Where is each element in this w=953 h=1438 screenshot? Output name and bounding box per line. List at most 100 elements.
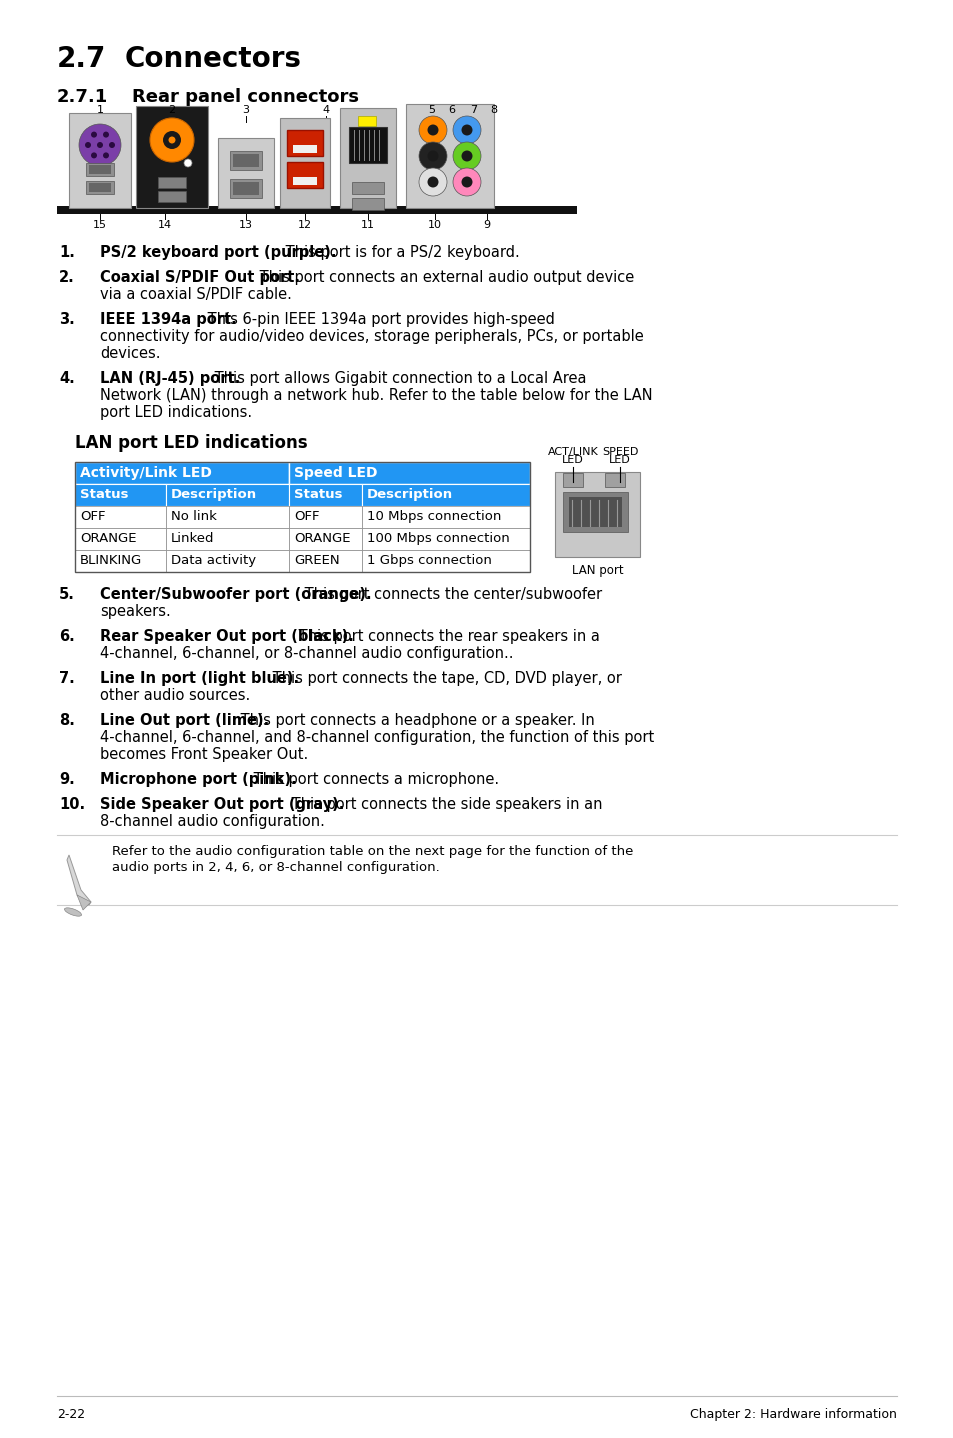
Text: becomes Front Speaker Out.: becomes Front Speaker Out.: [100, 746, 308, 762]
Text: LAN port: LAN port: [571, 564, 622, 577]
Text: 4: 4: [322, 105, 329, 115]
Bar: [289, 462, 530, 485]
Text: 6: 6: [448, 105, 455, 115]
Text: 15: 15: [92, 220, 107, 230]
Text: speakers.: speakers.: [100, 604, 171, 618]
Circle shape: [91, 152, 97, 158]
Text: Data activity: Data activity: [171, 554, 255, 567]
Bar: [361, 549, 530, 572]
Bar: [230, 151, 262, 170]
Bar: [230, 178, 262, 198]
Text: 1 Gbps connection: 1 Gbps connection: [366, 554, 491, 567]
Text: IEEE 1394a port.: IEEE 1394a port.: [100, 312, 236, 326]
Text: This port connects an external audio output device: This port connects an external audio out…: [254, 270, 634, 285]
Text: 2.7.1: 2.7.1: [57, 88, 108, 106]
Bar: [361, 485, 530, 506]
Bar: [289, 485, 361, 506]
Bar: [57, 206, 577, 214]
Text: audio ports in 2, 4, 6, or 8-channel configuration.: audio ports in 2, 4, 6, or 8-channel con…: [112, 861, 439, 874]
Text: This port connects the rear speakers in a: This port connects the rear speakers in …: [294, 628, 599, 644]
Polygon shape: [67, 856, 91, 905]
Text: GREEN: GREEN: [294, 554, 339, 567]
Text: 2-22: 2-22: [57, 1408, 85, 1421]
Text: Status: Status: [294, 487, 342, 500]
Text: 4-channel, 6-channel, or 8-channel audio configuration..: 4-channel, 6-channel, or 8-channel audio…: [100, 646, 513, 661]
Text: 3: 3: [242, 105, 250, 115]
Circle shape: [79, 124, 121, 165]
Text: devices.: devices.: [100, 347, 160, 361]
Text: 3.: 3.: [59, 312, 74, 326]
Text: OFF: OFF: [294, 510, 319, 523]
Text: This port connects a headphone or a speaker. In: This port connects a headphone or a spea…: [235, 713, 594, 728]
Text: 1: 1: [96, 105, 103, 115]
Circle shape: [418, 168, 447, 196]
Circle shape: [453, 116, 480, 144]
Circle shape: [97, 142, 103, 148]
Bar: [352, 183, 384, 194]
Bar: [75, 462, 530, 572]
Text: Activity/Link LED: Activity/Link LED: [80, 466, 212, 480]
Text: Rear Speaker Out port (black).: Rear Speaker Out port (black).: [100, 628, 354, 644]
Circle shape: [103, 152, 109, 158]
Text: 7: 7: [470, 105, 477, 115]
Polygon shape: [77, 894, 91, 910]
Bar: [287, 129, 323, 155]
Text: 2: 2: [169, 105, 175, 115]
Bar: [361, 528, 530, 549]
Text: ACT/LINK: ACT/LINK: [547, 447, 598, 457]
Bar: [75, 506, 166, 528]
Text: 100 Mbps connection: 100 Mbps connection: [366, 532, 509, 545]
Bar: [339, 108, 395, 209]
Text: 9: 9: [483, 220, 490, 230]
Text: Coaxial S/PDIF Out port.: Coaxial S/PDIF Out port.: [100, 270, 299, 285]
Bar: [75, 549, 166, 572]
Text: 8: 8: [490, 105, 497, 115]
Circle shape: [103, 132, 109, 138]
Text: 10: 10: [428, 220, 441, 230]
Bar: [166, 485, 289, 506]
Bar: [158, 177, 186, 188]
Ellipse shape: [65, 907, 81, 916]
Circle shape: [461, 125, 472, 135]
Bar: [89, 165, 111, 174]
Text: 12: 12: [297, 220, 312, 230]
Text: connectivity for audio/video devices, storage peripherals, PCs, or portable: connectivity for audio/video devices, st…: [100, 329, 643, 344]
Circle shape: [169, 137, 175, 144]
Circle shape: [427, 151, 438, 161]
Text: Status: Status: [80, 487, 129, 500]
Text: Line In port (light blue).: Line In port (light blue).: [100, 672, 299, 686]
Text: This 6-pin IEEE 1394a port provides high-speed: This 6-pin IEEE 1394a port provides high…: [203, 312, 555, 326]
Text: LAN port LED indications: LAN port LED indications: [75, 434, 307, 452]
Text: No link: No link: [171, 510, 216, 523]
Text: This port connects the side speakers in an: This port connects the side speakers in …: [287, 797, 602, 812]
Text: 2.7: 2.7: [57, 45, 107, 73]
Circle shape: [150, 118, 193, 162]
Text: ORANGE: ORANGE: [80, 532, 136, 545]
Circle shape: [163, 131, 181, 150]
Text: Refer to the audio configuration table on the next page for the function of the: Refer to the audio configuration table o…: [112, 846, 633, 858]
Circle shape: [109, 142, 115, 148]
Bar: [293, 145, 316, 152]
Circle shape: [85, 142, 91, 148]
Text: LED: LED: [608, 454, 630, 464]
Circle shape: [453, 168, 480, 196]
Text: This port connects the center/subwoofer: This port connects the center/subwoofer: [300, 587, 601, 603]
Bar: [555, 472, 639, 557]
Circle shape: [427, 177, 438, 187]
Bar: [75, 462, 289, 485]
Text: via a coaxial S/PDIF cable.: via a coaxial S/PDIF cable.: [100, 288, 292, 302]
Text: Center/Subwoofer port (orange).: Center/Subwoofer port (orange).: [100, 587, 372, 603]
Text: 8.: 8.: [59, 713, 74, 728]
Text: 1.: 1.: [59, 244, 74, 260]
Bar: [69, 114, 131, 209]
Text: 4.: 4.: [59, 371, 74, 385]
Text: 11: 11: [360, 220, 375, 230]
Bar: [406, 104, 494, 209]
Bar: [218, 138, 274, 209]
Bar: [287, 162, 323, 188]
Bar: [568, 498, 621, 526]
Bar: [361, 506, 530, 528]
Bar: [158, 191, 186, 201]
Text: BLINKING: BLINKING: [80, 554, 142, 567]
Text: Rear panel connectors: Rear panel connectors: [132, 88, 358, 106]
